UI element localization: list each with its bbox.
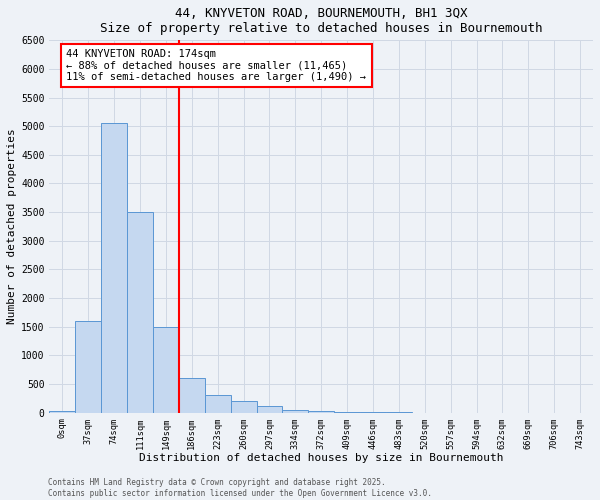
Bar — [308, 411, 334, 412]
Bar — [257, 406, 283, 412]
Bar — [205, 396, 230, 412]
Text: 44 KNYVETON ROAD: 174sqm
← 88% of detached houses are smaller (11,465)
11% of se: 44 KNYVETON ROAD: 174sqm ← 88% of detach… — [66, 49, 366, 82]
Bar — [76, 321, 101, 412]
Bar — [127, 212, 153, 412]
X-axis label: Distribution of detached houses by size in Bournemouth: Distribution of detached houses by size … — [139, 453, 503, 463]
Text: Contains HM Land Registry data © Crown copyright and database right 2025.
Contai: Contains HM Land Registry data © Crown c… — [48, 478, 432, 498]
Bar — [230, 401, 257, 412]
Bar — [49, 411, 76, 412]
Y-axis label: Number of detached properties: Number of detached properties — [7, 128, 17, 324]
Bar — [283, 410, 308, 412]
Bar — [153, 326, 179, 412]
Title: 44, KNYVETON ROAD, BOURNEMOUTH, BH1 3QX
Size of property relative to detached ho: 44, KNYVETON ROAD, BOURNEMOUTH, BH1 3QX … — [100, 7, 542, 35]
Bar — [101, 124, 127, 412]
Bar — [179, 378, 205, 412]
